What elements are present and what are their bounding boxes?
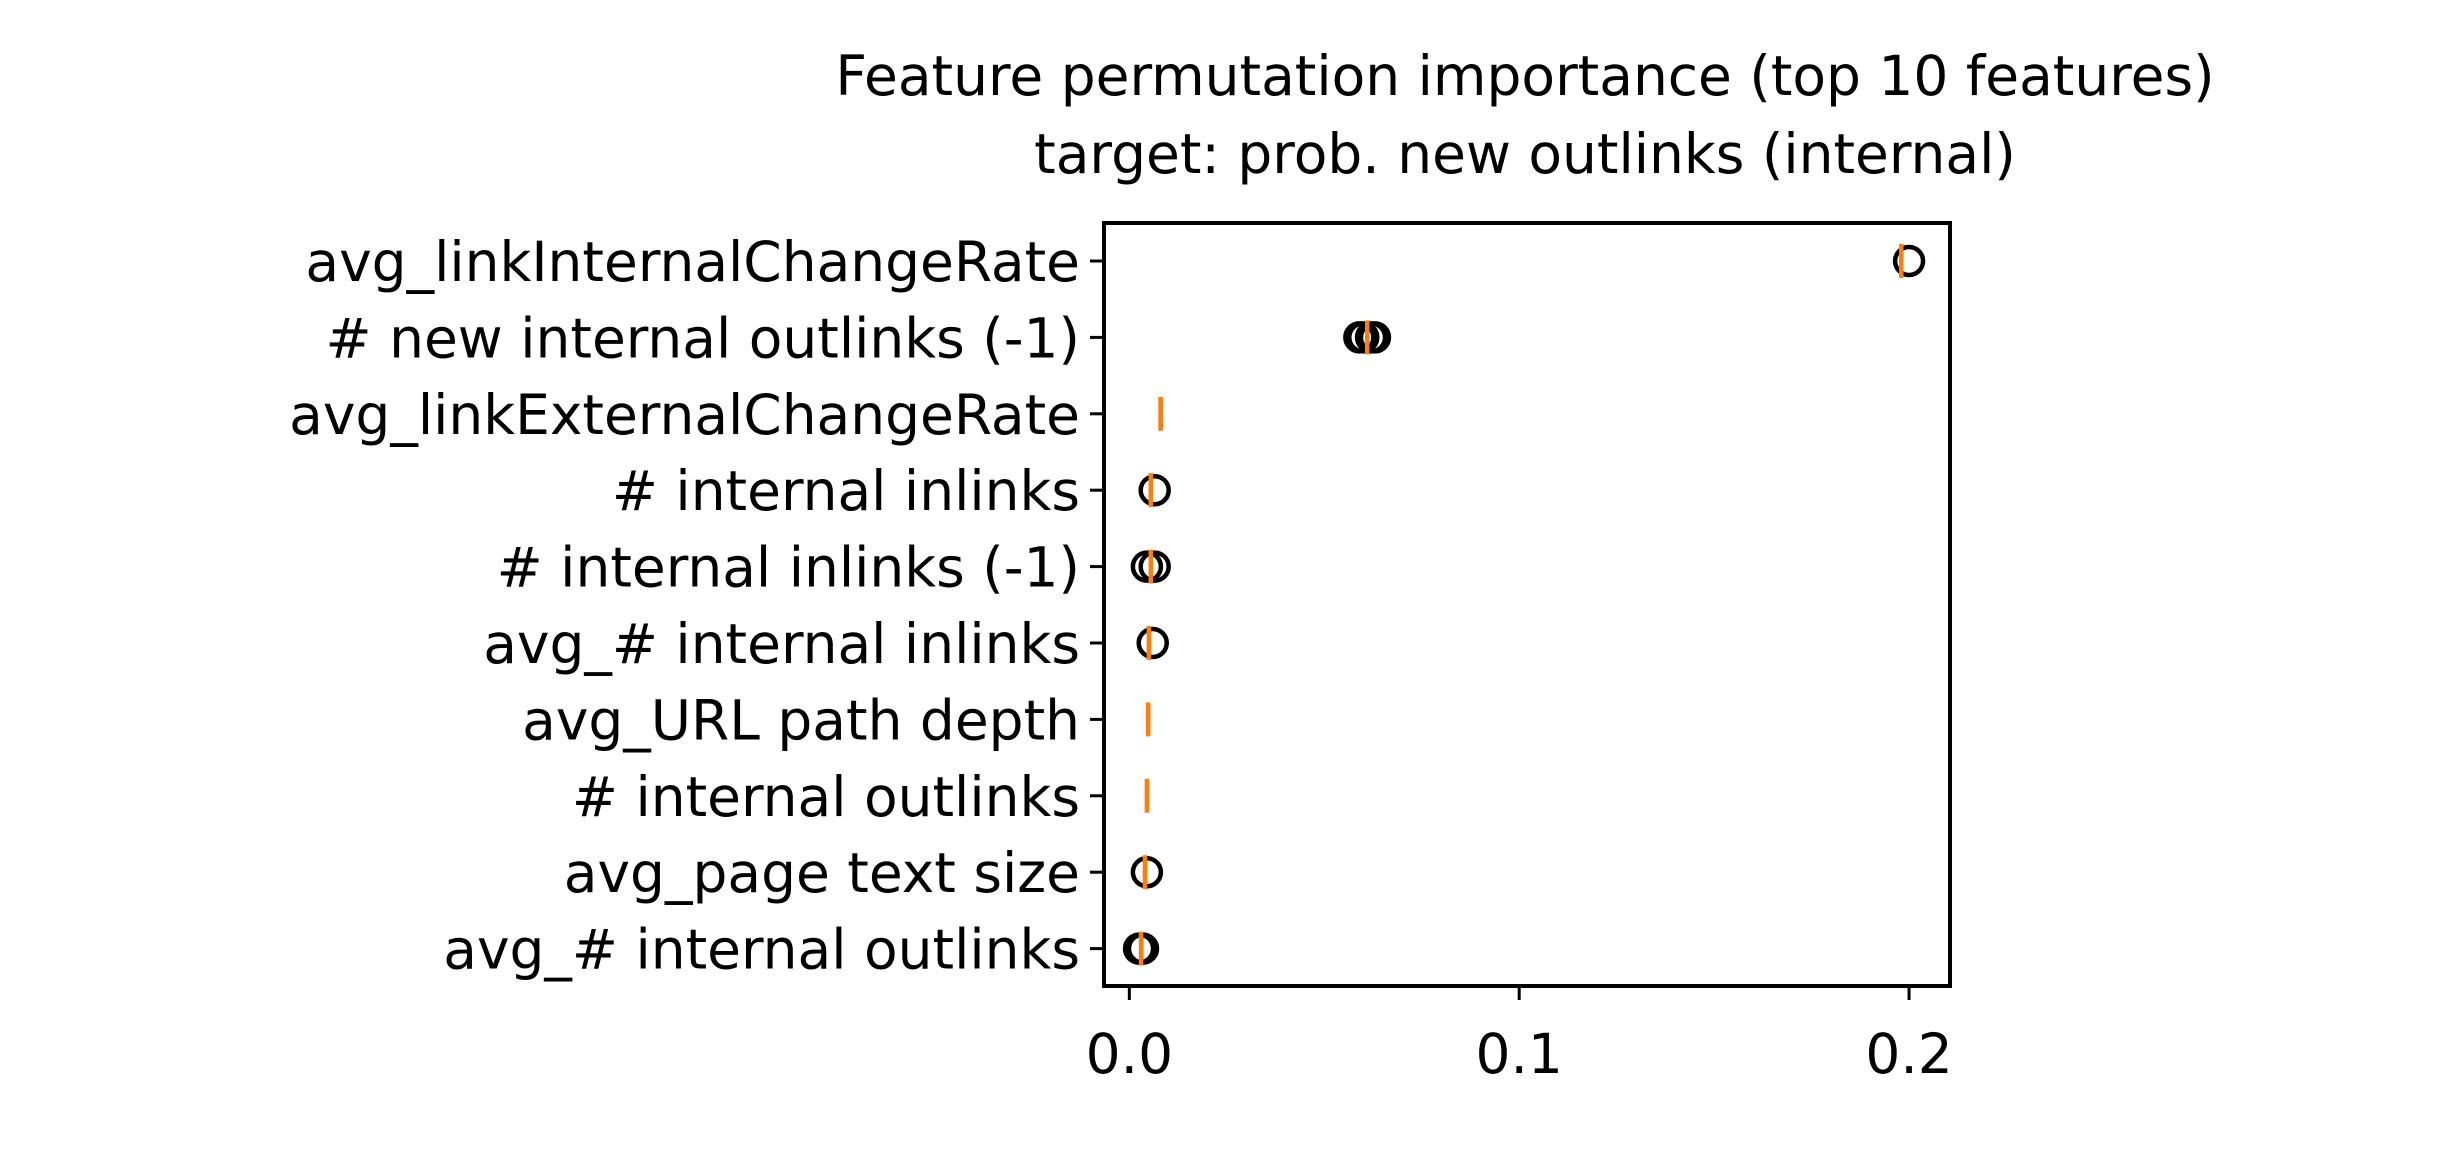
outlier-point — [1138, 550, 1171, 583]
y-tick-label: avg_linkExternalChangeRate — [289, 383, 1080, 447]
outlier-point — [1358, 321, 1392, 354]
chart-subtitle: target: prob. new outlinks (internal) — [1034, 122, 2016, 186]
outlier-point — [1138, 473, 1171, 507]
x-tick-label: 0.2 — [1865, 1022, 1952, 1086]
y-tick-label: # internal outlinks — [572, 765, 1080, 829]
chart-title: Feature permutation importance (top 10 f… — [835, 44, 2214, 108]
y-tick-label: # new internal outlinks (-1) — [326, 306, 1080, 370]
y-tick-label: avg_# internal outlinks — [443, 918, 1080, 982]
plot-area: 0.0 0.1 0.2 avg_linkInternalChangeRate # new… — [289, 230, 1953, 1086]
x-tick-label: 0.0 — [1086, 1022, 1173, 1086]
x-tick-label: 0.1 — [1475, 1022, 1562, 1086]
outlier-point — [1136, 626, 1169, 660]
y-tick-label: avg_page text size — [564, 841, 1080, 905]
y-tick-label: avg_linkInternalChangeRate — [305, 230, 1080, 294]
y-tick-label: avg_# internal inlinks — [483, 612, 1080, 676]
y-tick-label: avg_URL path depth — [522, 688, 1080, 752]
axes-frame — [1102, 221, 1952, 988]
y-tick-label: # internal inlinks — [612, 459, 1080, 523]
y-tick-label: # internal inlinks (-1) — [497, 536, 1080, 600]
outlier-point — [1892, 244, 1926, 278]
